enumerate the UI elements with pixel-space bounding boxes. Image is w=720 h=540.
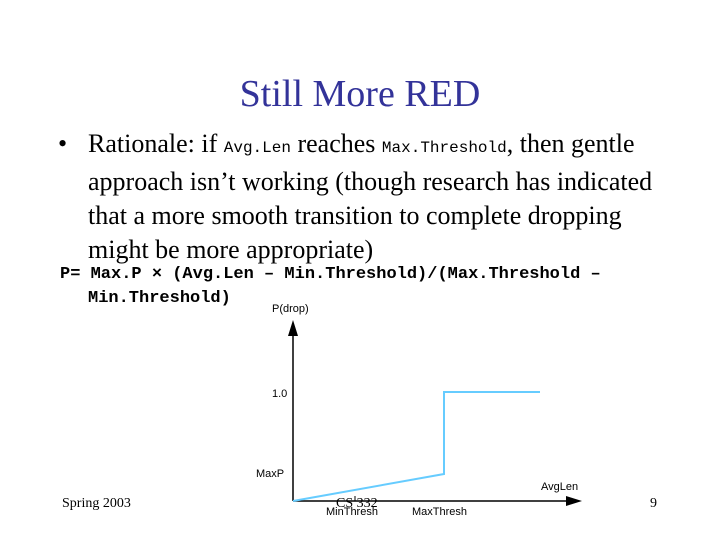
bullet-symbol: • bbox=[58, 129, 68, 158]
x-axis-label: AvgLen bbox=[541, 481, 578, 493]
y-tick-high: 1.0 bbox=[272, 388, 287, 400]
footer-date: Spring 2003 bbox=[62, 496, 131, 511]
x-axis-arrow bbox=[566, 496, 582, 506]
y-axis-arrow bbox=[288, 320, 298, 336]
bullet-text: Rationale: if Avg.Len reaches Max.Thresh… bbox=[88, 127, 678, 267]
y-tick-low: MaxP bbox=[256, 468, 284, 480]
formula-line-2: Min.Threshold) bbox=[88, 289, 231, 308]
y-axis-label: P(drop) bbox=[272, 303, 309, 315]
formula-line-1: P= Max.P × (Avg.Len – Min.Threshold)/(Ma… bbox=[60, 265, 601, 284]
code-maxthreshold: Max.Threshold bbox=[381, 139, 507, 157]
bullet-text-part: , then gentle approach isn’t working (th… bbox=[88, 129, 653, 264]
bullet-text-part: Rationale: if bbox=[88, 129, 224, 158]
drop-probability-graph: P(drop) 1.0 MaxP AvgLen MinThresh MaxThr… bbox=[256, 303, 582, 518]
drop-probability-line bbox=[292, 391, 540, 502]
code-avglen: Avg.Len bbox=[223, 139, 291, 157]
x-tick-max: MaxThresh bbox=[412, 506, 467, 518]
bullet-text-part: reaches bbox=[290, 129, 382, 158]
x-tick-min: MinThresh bbox=[326, 506, 378, 518]
footer-course: CS 332 bbox=[336, 496, 378, 511]
slide-title: Still More RED bbox=[239, 73, 481, 115]
footer-page-number: 9 bbox=[650, 496, 657, 511]
formula: P= Max.P × (Avg.Len – Min.Threshold)/(Ma… bbox=[60, 263, 690, 311]
